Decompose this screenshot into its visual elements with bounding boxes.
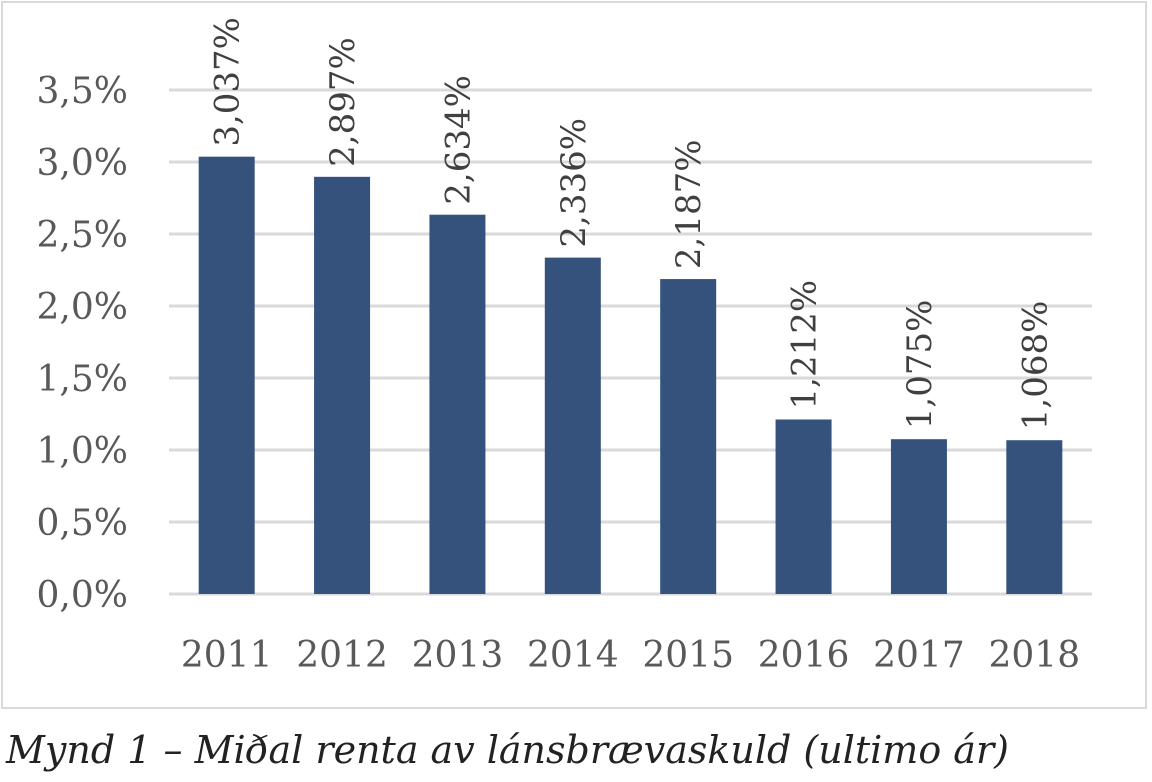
y-axis-ticks: 0,0% 0,5% 1,0% 1,5% 2,0% 2,5% 3,0% 3,5% [37, 71, 128, 616]
x-tick-label: 2018 [989, 635, 1081, 676]
bar [429, 214, 486, 595]
bars [198, 156, 1063, 595]
y-tick-label: 2,5% [37, 215, 128, 256]
bar [1006, 440, 1063, 594]
data-labels: 3,037% 2,897% 2,634% 2,336% 2,187% 1,212% 1,07… [208, 17, 1056, 430]
y-tick-label: 3,5% [37, 71, 128, 112]
bar [544, 257, 601, 594]
x-axis-ticks: 2011 2012 2013 2014 2015 2016 2017 2018 [181, 635, 1080, 676]
y-tick-label: 1,5% [37, 359, 128, 400]
y-tick-label: 3,0% [37, 143, 128, 184]
x-tick-label: 2016 [758, 635, 850, 676]
data-label: 2,634% [438, 75, 478, 205]
bar [198, 156, 255, 594]
x-tick-label: 2012 [296, 635, 388, 676]
x-tick-label: 2017 [873, 635, 965, 676]
data-label: 3,037% [208, 17, 248, 147]
y-tick-label: 0,5% [37, 503, 128, 544]
x-tick-label: 2013 [412, 635, 504, 676]
figure-caption: Mynd 1 – Miðal renta av lánsbrævaskuld (… [6, 728, 1009, 772]
data-label: 1,075% [900, 300, 940, 430]
data-label: 2,336% [554, 118, 594, 248]
bar [660, 279, 717, 594]
x-tick-label: 2011 [181, 635, 273, 676]
bar-chart: 0,0%0,5%1,0%1,5%2,0%2,5%3,0%3,5% 2011 201… [37, 17, 1092, 676]
gridlines [169, 88, 1092, 596]
y-tick-label: 1,0% [37, 431, 128, 472]
x-tick-label: 2014 [527, 635, 619, 676]
y-tick-label: 0,0% [37, 575, 128, 616]
data-label: 2,187% [669, 139, 709, 269]
data-label: 1,068% [1015, 301, 1055, 431]
x-tick-label: 2015 [642, 635, 734, 676]
data-label: 1,212% [785, 280, 825, 410]
y-tick-label: 2,0% [37, 287, 128, 328]
data-label: 2,897% [323, 37, 363, 167]
bar [314, 176, 371, 594]
bar [890, 439, 947, 594]
bar [775, 419, 832, 594]
